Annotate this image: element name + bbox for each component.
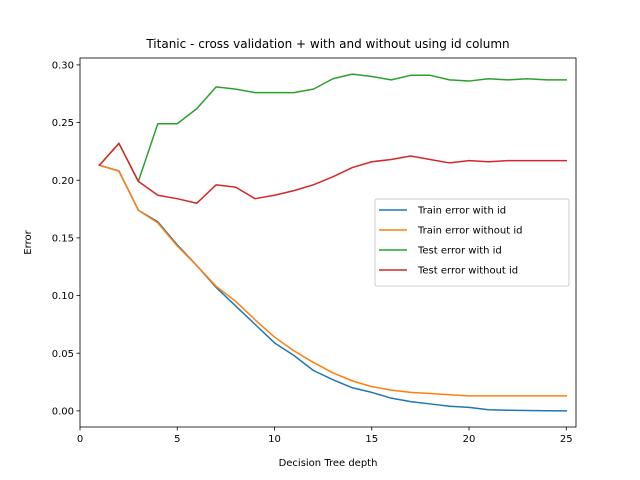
y-tick-label: 0.25 bbox=[52, 118, 74, 129]
legend-label-4: Test error without id bbox=[417, 266, 518, 277]
legend: Train error with id Train error without i… bbox=[374, 198, 570, 287]
y-tick-label: 0.10 bbox=[52, 291, 74, 302]
y-axis-label: Error bbox=[23, 229, 34, 254]
y-tick-label: 0.15 bbox=[52, 233, 74, 244]
x-tick-label: 20 bbox=[463, 434, 476, 445]
legend-label-1: Train error with id bbox=[417, 206, 506, 217]
chart-title: Titanic - cross validation + with and wi… bbox=[145, 37, 509, 51]
series-line-3 bbox=[98, 73, 568, 183]
legend-label-3: Test error with id bbox=[417, 246, 502, 257]
y-tick-label: 0.05 bbox=[52, 349, 74, 360]
x-axis-ticks: 0 5 10 15 20 25 bbox=[77, 427, 573, 445]
y-tick-label: 0.20 bbox=[52, 176, 74, 187]
x-tick-label: 15 bbox=[365, 434, 378, 445]
y-axis-ticks: 0.00 0.05 0.10 0.15 0.20 0.25 0.30 bbox=[52, 61, 80, 417]
x-tick-label: 10 bbox=[268, 434, 281, 445]
x-tick-label: 0 bbox=[77, 434, 83, 445]
y-tick-label: 0.30 bbox=[52, 61, 74, 72]
legend-box bbox=[374, 198, 570, 287]
series-lines bbox=[98, 73, 568, 412]
x-axis-label: Decision Tree depth bbox=[279, 458, 378, 469]
x-tick-label: 25 bbox=[560, 434, 573, 445]
y-tick-label: 0.00 bbox=[52, 406, 74, 417]
series-line-4 bbox=[98, 142, 568, 205]
legend-label-2: Train error without id bbox=[417, 226, 522, 237]
x-tick-label: 5 bbox=[174, 434, 180, 445]
series-line-2 bbox=[98, 164, 568, 397]
plot-frame bbox=[79, 57, 577, 428]
